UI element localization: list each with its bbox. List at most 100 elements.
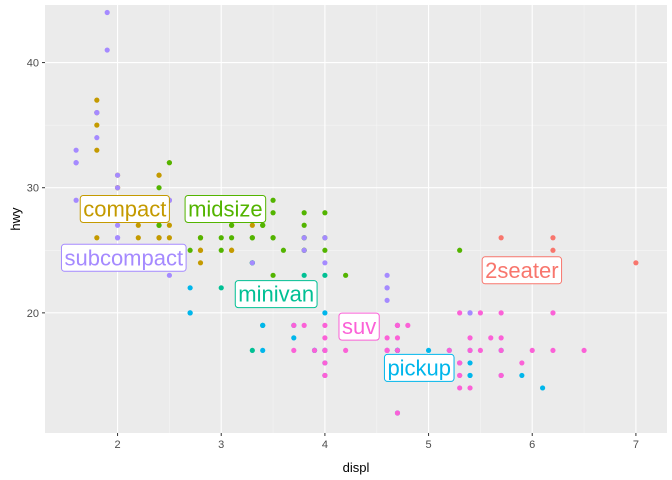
data-point-suv [467,385,473,391]
series-label-box [60,243,187,272]
series-label-text: subcompact [64,245,183,270]
data-point-minivan [249,347,255,354]
data-point-pickup [467,372,473,379]
y-axis-title: hwy [8,207,23,231]
series-label-text: pickup [387,355,451,380]
data-point-2seater [550,247,556,253]
data-point-subcompact [104,9,110,16]
data-point-midsize [301,210,307,216]
data-point-2seater [633,260,639,266]
data-point-midsize [280,247,287,253]
series-labels: 2seater compact midsize minivan pickup subcom… [60,194,563,382]
data-point-subcompact [384,285,390,291]
data-point-suv [477,310,483,316]
data-point-suv [322,347,328,354]
x-tick-label: 4 [322,439,328,451]
series-label-box [79,194,170,223]
data-point-suv [457,310,463,316]
data-point-midsize [322,210,328,216]
series-label-box [234,280,318,309]
data-point-compact [156,172,162,178]
data-point-subcompact [94,135,100,141]
data-point-subcompact [114,235,121,241]
data-point-subcompact [114,185,121,191]
data-point-compact [135,235,141,241]
data-point-midsize [249,235,255,241]
data-point-compact [229,247,235,253]
data-point-subcompact [114,222,121,228]
data-point-subcompact [467,310,473,316]
data-point-suv [498,335,504,341]
x-tick-label: 5 [426,439,432,451]
data-point-midsize [166,160,172,166]
series-label-box [338,312,380,341]
data-point-subcompact [73,197,79,203]
data-point-suv [498,347,504,354]
data-point-midsize [229,222,235,228]
data-point-suv [457,360,463,366]
y-tick-label: 40 [27,58,39,70]
data-point-minivan [301,272,307,278]
data-point-suv [311,347,318,354]
data-point-suv [467,335,473,341]
data-point-midsize [197,235,204,241]
data-point-midsize [156,185,162,191]
data-point-suv [477,347,483,354]
data-point-suv [394,335,401,341]
data-point-suv [394,347,401,354]
data-point-suv [581,347,587,354]
data-point-midsize [457,247,463,253]
y-tick-label: 20 [27,308,39,320]
data-point-midsize [270,197,276,203]
series-label-minivan: minivan [234,280,318,309]
series-label-text: midsize [188,196,263,221]
series-label-suv: suv [338,312,380,341]
data-point-pickup [260,322,266,328]
series-label-box [481,256,563,285]
data-point-midsize [260,222,266,228]
data-point-suv [446,347,452,354]
data-point-suv [488,335,494,341]
data-point-midsize [301,222,307,228]
data-point-pickup [540,385,546,391]
data-point-suv [529,347,535,354]
data-point-suv [498,310,504,316]
data-point-minivan [218,285,224,291]
data-point-suv [498,372,504,379]
data-point-compact [94,97,100,103]
y-tick-label: 30 [27,183,39,195]
series-label-subcompact: subcompact [60,243,187,272]
data-point-subcompact [384,272,390,278]
data-point-midsize [270,210,276,216]
data-point-suv [384,347,390,354]
series-label-box [184,194,267,223]
data-point-pickup [187,285,193,291]
data-point-subcompact [114,172,121,178]
data-point-pickup [187,310,193,316]
data-point-suv [550,347,556,354]
data-point-compact [94,235,100,241]
x-tick-label: 6 [529,439,535,451]
data-point-midsize [156,222,162,228]
x-tick-label: 3 [218,439,224,451]
data-point-suv [467,347,473,354]
data-point-midsize [322,247,328,253]
data-point-subcompact [104,47,110,53]
x-tick-label: 2 [115,439,121,451]
data-point-suv [519,360,525,366]
data-point-suv [550,310,556,316]
data-point-suv [394,322,401,328]
data-point-suv [301,322,307,328]
data-point-compact [166,235,172,241]
data-point-subcompact [301,247,307,253]
data-point-pickup [322,310,328,316]
series-label-midsize: midsize [184,194,267,223]
data-point-subcompact [249,260,255,266]
series-label-text: 2seater [485,258,558,283]
series-label-pickup: pickup [383,353,455,382]
data-point-compact [94,122,100,128]
data-point-minivan [322,272,328,278]
data-point-subcompact [73,160,79,166]
data-point-compact [197,260,204,266]
